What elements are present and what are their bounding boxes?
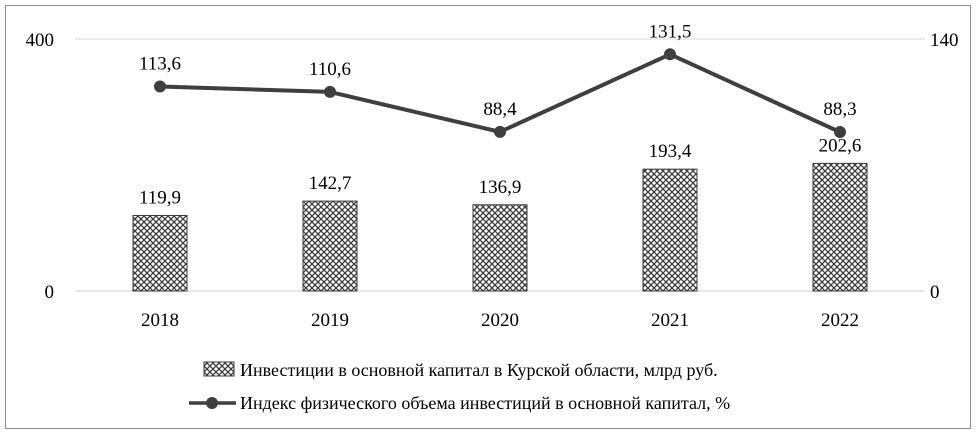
bar-2022: [812, 162, 868, 292]
legend-label-line: Индекс физического объема инвестиций в о…: [240, 393, 730, 413]
bar-value-label-2022: 202,6: [819, 135, 862, 156]
x-tick-2020: 2020: [481, 310, 519, 331]
legend-swatch-bars: [203, 361, 235, 377]
line-path: [159, 52, 841, 134]
right-axis-ticks: 140 0: [930, 30, 959, 303]
right-axis-tick-max: 140: [930, 30, 959, 51]
left-axis-ticks: 400 0: [26, 30, 55, 303]
bar-value-label-2018: 119,9: [139, 187, 181, 208]
line-point-2020: [494, 125, 506, 138]
line-value-label-2019: 110,6: [309, 59, 351, 80]
line-value-label-2021: 131,5: [649, 21, 692, 42]
bar-2019: [302, 200, 358, 292]
bar-2018: [132, 214, 188, 292]
bar-2020: [472, 204, 528, 292]
bar-2021: [642, 168, 698, 292]
line-point-2022: [834, 126, 846, 139]
right-axis-tick-zero: 0: [930, 282, 940, 303]
legend: Инвестиции в основной капитал в Курской …: [189, 360, 730, 413]
left-axis-tick-zero: 0: [45, 282, 55, 303]
data-labels: 119,9 142,7 136,9 193,4 202,6 113,6 110,6 88,4 1…: [139, 21, 861, 208]
line-value-label-2020: 88,4: [483, 99, 517, 120]
line-series: [154, 48, 846, 139]
line-value-label-2022: 88,3: [823, 99, 856, 120]
legend-item-bars: Инвестиции в основной капитал в Курской …: [203, 360, 718, 380]
left-axis-tick-max: 400: [26, 30, 55, 51]
bar-value-label-2021: 193,4: [649, 141, 692, 162]
x-tick-2019: 2019: [311, 310, 349, 331]
x-tick-2021: 2021: [651, 310, 689, 331]
legend-marker-line: [206, 397, 218, 409]
bar-series: [132, 162, 868, 292]
line-point-2019: [324, 85, 336, 98]
x-tick-2018: 2018: [141, 310, 179, 331]
bar-value-label-2020: 136,9: [479, 177, 522, 198]
line-point-2021: [664, 48, 676, 61]
line-point-2018: [154, 80, 166, 93]
line-value-label-2018: 113,6: [139, 54, 181, 75]
legend-item-line: Индекс физического объема инвестиций в о…: [189, 393, 730, 413]
x-axis-ticks: 2018 2019 2020 2021 2022: [141, 310, 859, 331]
x-tick-2022: 2022: [821, 310, 859, 331]
bar-value-label-2019: 142,7: [309, 173, 352, 194]
legend-label-bars: Инвестиции в основной капитал в Курской …: [240, 360, 718, 380]
